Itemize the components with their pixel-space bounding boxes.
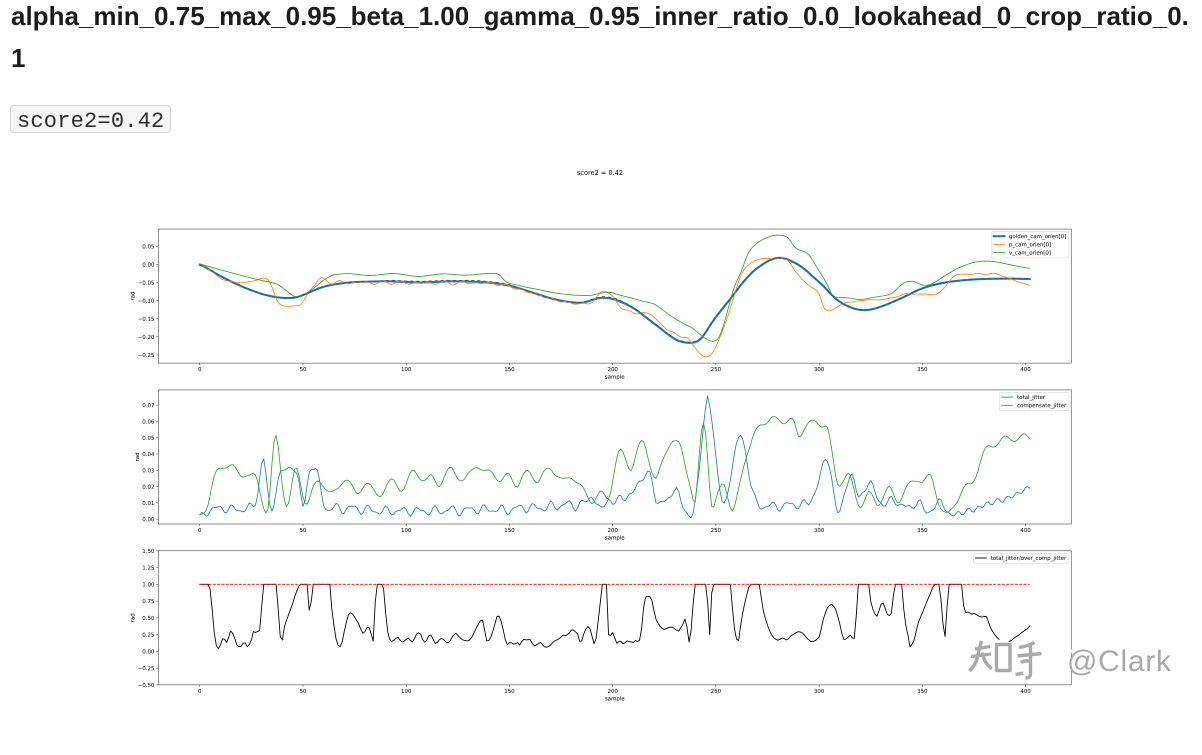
svg-text:@Clark: @Clark [1064, 642, 1169, 675]
svg-text:@Clark: @Clark [1067, 645, 1172, 678]
